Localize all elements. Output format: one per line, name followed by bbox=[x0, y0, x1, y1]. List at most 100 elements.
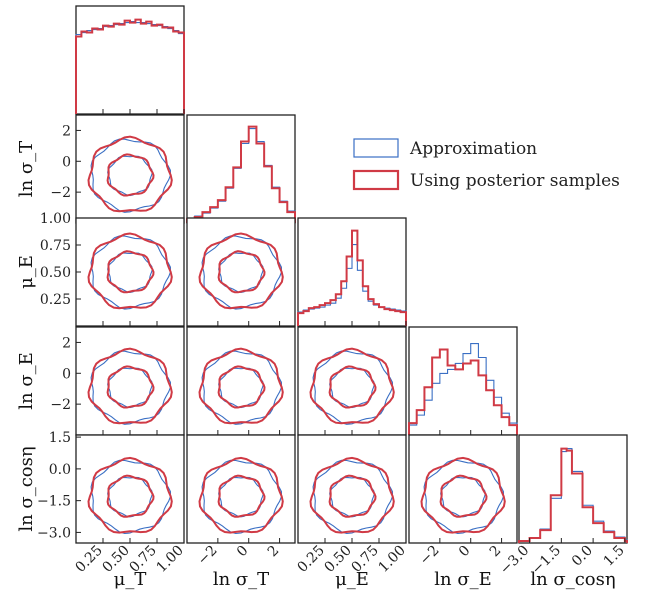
contour-approximation bbox=[312, 459, 394, 535]
contour-posterior bbox=[106, 474, 155, 518]
contour-posterior bbox=[309, 347, 395, 425]
contour-approximation bbox=[312, 350, 394, 425]
y-tick-label: 2 bbox=[62, 123, 71, 139]
x-tick-label: −3.0 bbox=[497, 543, 532, 578]
x-tick-label: 2 bbox=[265, 543, 283, 561]
contour-approximation bbox=[90, 138, 172, 213]
contour-posterior bbox=[217, 250, 266, 294]
y-tick-label: 0 bbox=[62, 154, 71, 170]
panel-frame bbox=[75, 434, 185, 544]
panel-frame bbox=[186, 114, 296, 224]
y-tick-label: 1.00 bbox=[40, 211, 71, 227]
contour-approximation bbox=[90, 459, 172, 535]
x-tick-label: 0 bbox=[234, 543, 252, 561]
contour-posterior bbox=[87, 347, 173, 425]
contour-approximation bbox=[90, 350, 172, 425]
contour-posterior bbox=[328, 474, 377, 518]
x-tick-label: 1.00 bbox=[153, 543, 186, 576]
x-tick-label: 0 bbox=[456, 543, 474, 561]
contour-approximation bbox=[423, 459, 505, 535]
panel-frame bbox=[75, 5, 185, 115]
corner-panels: 20−21.000.750.500.2520−21.50.0−1.5−3.00.… bbox=[16, 5, 628, 590]
hist-posterior bbox=[186, 125, 296, 223]
panel-frame bbox=[75, 217, 185, 327]
panel-frame bbox=[297, 434, 407, 544]
x-axis-label: ln σ_T bbox=[213, 569, 269, 590]
contour-posterior bbox=[106, 250, 155, 294]
panel-frame bbox=[408, 326, 518, 436]
contour-posterior bbox=[87, 456, 173, 534]
panel-3-1 bbox=[186, 326, 296, 436]
y-tick-label: −2 bbox=[50, 397, 71, 413]
contour-posterior bbox=[198, 232, 284, 310]
x-axis-label: ln σ_E bbox=[434, 569, 492, 590]
contour-posterior bbox=[87, 232, 173, 310]
contour-posterior bbox=[87, 135, 173, 213]
legend-swatch-approximation bbox=[353, 138, 399, 158]
y-tick-label: −2 bbox=[50, 185, 71, 201]
panel-2-1 bbox=[186, 217, 296, 327]
y-axis-label: ln σ_E bbox=[16, 352, 37, 410]
contour-approximation bbox=[201, 459, 283, 535]
y-axis-label: ln σ_T bbox=[16, 141, 37, 197]
x-tick-label: −2 bbox=[195, 543, 221, 569]
contour-posterior bbox=[198, 456, 284, 534]
panel-4-4 bbox=[518, 434, 628, 544]
contour-posterior bbox=[328, 365, 377, 409]
panel-4-1 bbox=[186, 434, 296, 544]
panel-2-0 bbox=[75, 217, 185, 327]
contour-approximation bbox=[90, 235, 172, 310]
hist-posterior bbox=[408, 348, 518, 435]
contour-posterior bbox=[217, 474, 266, 518]
y-axis-label: ln σ_cosη bbox=[16, 446, 37, 531]
contour-approximation bbox=[201, 235, 283, 310]
y-tick-label: 0.0 bbox=[49, 462, 71, 478]
contour-posterior bbox=[420, 456, 506, 534]
panel-4-2 bbox=[297, 434, 407, 544]
panel-frame bbox=[75, 326, 185, 436]
x-tick-label: 2 bbox=[487, 543, 505, 561]
panel-3-2 bbox=[297, 326, 407, 436]
legend-label-approximation: Approximation bbox=[409, 139, 537, 159]
y-tick-label: 1.5 bbox=[49, 430, 71, 446]
panel-frame bbox=[186, 217, 296, 327]
panel-frame bbox=[297, 326, 407, 436]
contour-posterior bbox=[217, 365, 266, 409]
x-tick-label: 0.25 bbox=[72, 543, 105, 576]
y-tick-label: 0.25 bbox=[40, 292, 71, 308]
contour-posterior bbox=[309, 456, 395, 534]
x-tick-label: 0.0 bbox=[569, 543, 596, 570]
x-tick-label: 0.25 bbox=[294, 543, 327, 576]
panel-frame bbox=[186, 434, 296, 544]
y-axis-label: μ_E bbox=[16, 255, 37, 289]
panel-0-0 bbox=[75, 5, 185, 115]
contour-posterior bbox=[439, 474, 488, 518]
panel-frame bbox=[408, 434, 518, 544]
legend-swatch-posterior bbox=[352, 169, 400, 191]
panel-frame bbox=[75, 114, 185, 224]
x-tick-label: −2 bbox=[417, 543, 443, 569]
contour-posterior bbox=[106, 153, 155, 197]
hist-posterior bbox=[297, 229, 407, 326]
legend: Approximation Using posterior samples bbox=[352, 138, 620, 191]
y-tick-label: −3.0 bbox=[37, 525, 71, 541]
panel-frame bbox=[186, 326, 296, 436]
hist-posterior bbox=[518, 447, 628, 543]
contour-approximation bbox=[201, 350, 283, 425]
legend-label-posterior: Using posterior samples bbox=[410, 171, 620, 191]
x-tick-label: 1.00 bbox=[375, 543, 408, 576]
y-tick-label: 0 bbox=[62, 366, 71, 382]
hist-posterior bbox=[75, 18, 185, 114]
y-tick-label: 2 bbox=[62, 335, 71, 351]
x-axis-label: ln σ_cosη bbox=[530, 569, 615, 590]
contour-posterior bbox=[198, 347, 284, 425]
y-tick-label: 0.50 bbox=[40, 265, 71, 281]
panel-2-2 bbox=[297, 217, 407, 327]
panel-1-0 bbox=[75, 114, 185, 224]
panel-3-3 bbox=[408, 326, 518, 436]
panel-frame bbox=[518, 434, 628, 544]
panel-1-1 bbox=[186, 114, 296, 224]
x-axis-label: μ_T bbox=[114, 569, 147, 590]
panel-3-0 bbox=[75, 326, 185, 436]
x-axis-label: μ_E bbox=[335, 569, 369, 590]
